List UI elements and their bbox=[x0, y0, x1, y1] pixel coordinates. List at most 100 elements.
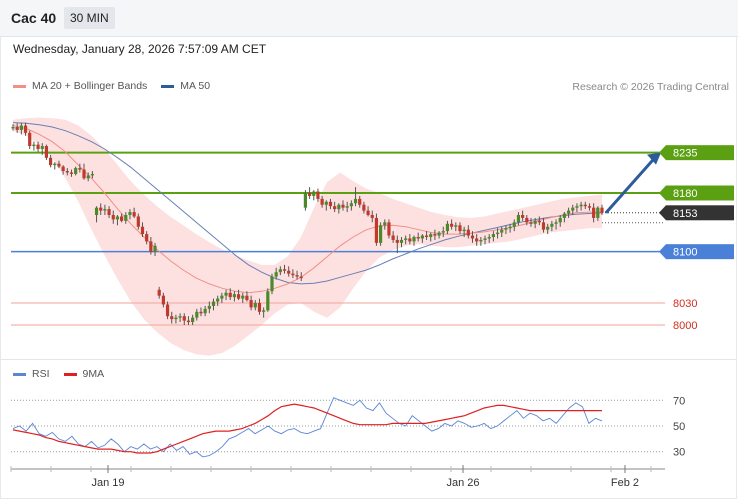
timestamp: Wednesday, January 28, 2026 7:57:09 AM C… bbox=[13, 42, 267, 56]
candle bbox=[115, 215, 120, 226]
candle-body-up bbox=[174, 317, 178, 320]
candle bbox=[366, 206, 370, 217]
candle-body-down bbox=[470, 235, 475, 239]
time-axis-label: Jan 19 bbox=[91, 477, 124, 489]
candle bbox=[287, 266, 291, 277]
candle-body-down bbox=[333, 206, 337, 210]
candle bbox=[416, 232, 420, 242]
candle bbox=[420, 234, 424, 243]
candles-layer bbox=[11, 122, 604, 325]
candle bbox=[399, 237, 404, 248]
rsi-tick-label: 30 bbox=[673, 447, 685, 459]
candle bbox=[270, 273, 274, 295]
candle-body-down bbox=[61, 166, 65, 171]
candle-body-up bbox=[270, 276, 274, 292]
candle bbox=[199, 307, 203, 317]
candle-body-down bbox=[320, 198, 324, 205]
candle bbox=[491, 231, 495, 242]
moving-average-layer bbox=[12, 122, 603, 294]
candle-body-up bbox=[232, 294, 236, 298]
time-axis-layer: Jan 19 Jan 26 Feb 2 bbox=[10, 465, 665, 489]
candle-body-up bbox=[491, 234, 495, 237]
candle-body-down bbox=[592, 207, 596, 218]
candle bbox=[307, 187, 312, 199]
candle-body-down bbox=[249, 300, 253, 308]
candle-body-up bbox=[516, 215, 521, 223]
symbol-title[interactable]: Cac 40 bbox=[11, 10, 57, 26]
rsi-9ma-line bbox=[12, 403, 602, 454]
candle-body-down bbox=[120, 216, 124, 221]
candle-body-up bbox=[383, 222, 387, 226]
legend-label-rsi: RSI bbox=[32, 368, 50, 380]
candle bbox=[328, 198, 333, 210]
candle bbox=[82, 163, 86, 180]
candle bbox=[182, 313, 186, 325]
candle-body-up bbox=[404, 238, 408, 240]
candle-body-up bbox=[512, 222, 516, 227]
candle-body-up bbox=[500, 229, 504, 233]
candle-body-up bbox=[11, 127, 15, 129]
candle-body-down bbox=[107, 209, 111, 215]
candle bbox=[512, 219, 516, 232]
candle bbox=[11, 124, 15, 131]
candle bbox=[174, 314, 178, 324]
candle bbox=[216, 295, 220, 306]
candle-body-down bbox=[370, 215, 374, 218]
candle bbox=[500, 226, 504, 237]
level-box-8153 bbox=[666, 205, 734, 221]
candle bbox=[48, 154, 53, 168]
candle-body-up bbox=[94, 207, 99, 215]
candle bbox=[165, 301, 170, 320]
candle-body-up bbox=[504, 228, 508, 230]
candle bbox=[232, 291, 236, 302]
candle-body-up bbox=[337, 204, 341, 210]
candle-body-down bbox=[600, 207, 604, 213]
candle-body-up bbox=[128, 212, 132, 215]
level-pointer-8180 bbox=[659, 185, 666, 201]
candle bbox=[445, 220, 450, 235]
candle bbox=[186, 316, 191, 325]
candle bbox=[349, 200, 353, 211]
candle bbox=[508, 223, 512, 233]
interval-button[interactable]: 30 MIN bbox=[64, 7, 115, 29]
time-axis-label: Feb 2 bbox=[611, 477, 639, 489]
candle-body-down bbox=[475, 238, 479, 242]
candle-body-up bbox=[53, 163, 57, 166]
candle-body-up bbox=[153, 245, 157, 252]
rsi-tick-label: 70 bbox=[673, 395, 685, 407]
candle-body-down bbox=[424, 235, 429, 237]
candle bbox=[537, 216, 541, 226]
candle bbox=[224, 289, 228, 301]
candle bbox=[86, 172, 90, 182]
candle-body-up bbox=[32, 144, 36, 147]
candle-body-up bbox=[40, 146, 44, 149]
candle-body-down bbox=[366, 210, 370, 215]
candle-body-down bbox=[341, 204, 345, 208]
candle bbox=[546, 223, 550, 235]
candle-body-down bbox=[257, 303, 262, 312]
candle bbox=[424, 231, 429, 240]
candle bbox=[257, 298, 262, 315]
candle-body-up bbox=[596, 207, 600, 218]
candle-body-down bbox=[358, 198, 362, 205]
candle-body-up bbox=[429, 234, 433, 237]
candle-body-up bbox=[483, 238, 487, 240]
candle-body-down bbox=[537, 220, 541, 223]
candle bbox=[333, 201, 337, 213]
candle bbox=[362, 201, 366, 214]
candle bbox=[337, 203, 341, 214]
candle bbox=[236, 289, 241, 301]
candle-body-up bbox=[220, 295, 224, 299]
candle bbox=[195, 308, 199, 321]
candle-body-down bbox=[149, 241, 153, 252]
candle-body-down bbox=[132, 212, 136, 217]
candle bbox=[320, 195, 324, 208]
candle-body-up bbox=[479, 239, 483, 242]
candle-body-down bbox=[466, 229, 470, 236]
level-box-8100 bbox=[666, 244, 734, 260]
rsi-line bbox=[12, 397, 603, 458]
candle-body-down bbox=[362, 204, 366, 211]
candle-body-down bbox=[316, 191, 320, 199]
candle-body-up bbox=[462, 229, 466, 232]
